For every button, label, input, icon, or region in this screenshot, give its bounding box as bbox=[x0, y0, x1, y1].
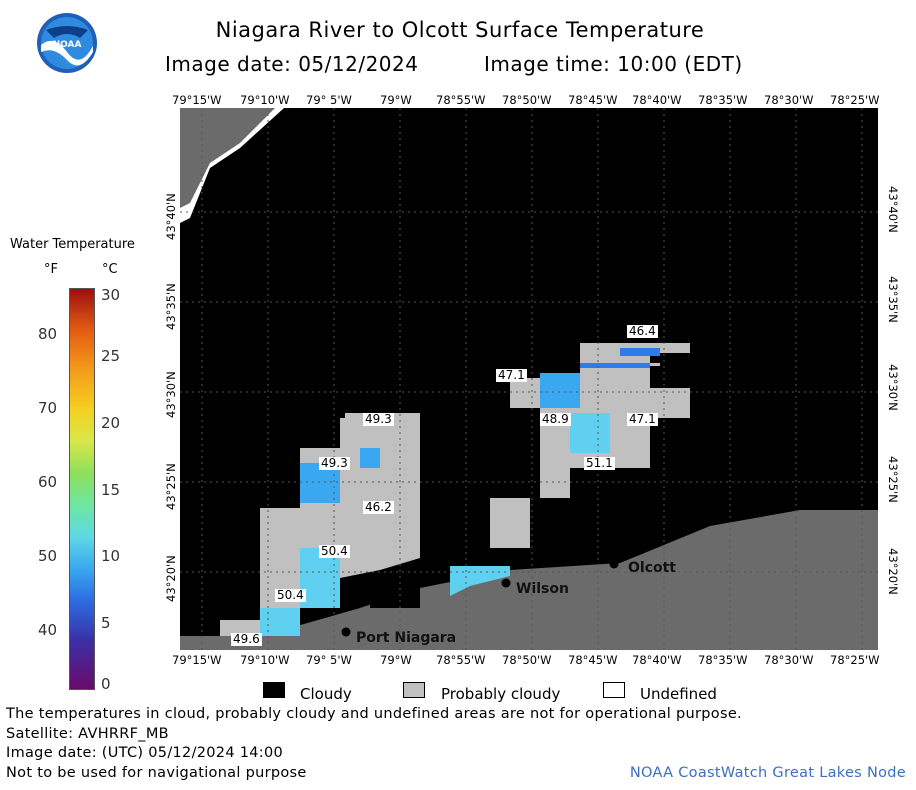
fahrenheit-tick: 50 bbox=[38, 547, 58, 565]
temperature-colorbar bbox=[69, 288, 95, 690]
lon-label-top: 78°25'W bbox=[830, 93, 880, 107]
fahrenheit-tick: 80 bbox=[38, 325, 58, 343]
lon-label-bottom: 78°45'W bbox=[568, 653, 618, 667]
probably-cloudy-label: Probably cloudy bbox=[441, 685, 561, 703]
lat-label-left: 43°25'N bbox=[164, 463, 178, 510]
temperature-label: 47.1 bbox=[627, 412, 658, 426]
lon-label-top: 78°40'W bbox=[632, 93, 682, 107]
lat-label-left: 43°30'N bbox=[164, 371, 178, 418]
probably-cloudy-swatch bbox=[403, 682, 425, 698]
temperature-label: 50.4 bbox=[319, 544, 350, 558]
lon-label-top: 79°W bbox=[380, 93, 412, 107]
temperature-label: 49.3 bbox=[319, 456, 350, 470]
lat-label-right: 43°35'N bbox=[886, 276, 900, 323]
temperature-label: 48.9 bbox=[540, 412, 571, 426]
utc-date: Image date: (UTC) 05/12/2024 14:00 bbox=[6, 745, 284, 761]
lat-label-right: 43°20'N bbox=[886, 548, 900, 595]
lat-label-right: 43°40'N bbox=[886, 186, 900, 233]
svg-text:NOAA: NOAA bbox=[53, 40, 82, 50]
celsius-tick: 20 bbox=[101, 414, 121, 432]
fahrenheit-tick: 70 bbox=[38, 399, 58, 417]
celsius-tick: 15 bbox=[101, 481, 121, 499]
celsius-tick: 25 bbox=[101, 347, 121, 365]
temperature-map bbox=[180, 108, 878, 650]
legend-title: Water Temperature bbox=[10, 237, 135, 252]
satellite-info: Satellite: AVHRRF_MB bbox=[6, 726, 169, 742]
place-olcott: Olcott bbox=[628, 560, 677, 576]
celsius-tick: 0 bbox=[101, 675, 111, 693]
image-date: Image date: 05/12/2024 bbox=[165, 52, 419, 76]
fahrenheit-tick: 40 bbox=[38, 621, 58, 639]
lon-label-bottom: 79°10'W bbox=[240, 653, 290, 667]
celsius-tick: 10 bbox=[101, 547, 121, 565]
lon-label-bottom: 78°30'W bbox=[764, 653, 814, 667]
credit-text: NOAA CoastWatch Great Lakes Node bbox=[629, 765, 906, 781]
lat-label-left: 43°20'N bbox=[164, 555, 178, 602]
lon-label-bottom: 78°25'W bbox=[830, 653, 880, 667]
celsius-tick: 5 bbox=[101, 614, 111, 632]
lon-label-top: 78°30'W bbox=[764, 93, 814, 107]
lat-label-left: 43°40'N bbox=[164, 193, 178, 240]
temperature-label: 47.1 bbox=[496, 368, 527, 382]
lon-label-top: 78°50'W bbox=[502, 93, 552, 107]
place-wilson: Wilson bbox=[516, 581, 569, 597]
cloudy-label: Cloudy bbox=[300, 685, 352, 703]
image-time: Image time: 10:00 (EDT) bbox=[484, 52, 743, 76]
lon-label-top: 78°35'W bbox=[698, 93, 748, 107]
lon-label-bottom: 78°55'W bbox=[436, 653, 486, 667]
lon-label-bottom: 78°40'W bbox=[632, 653, 682, 667]
lat-label-right: 43°30'N bbox=[886, 364, 900, 411]
lon-label-bottom: 78°50'W bbox=[502, 653, 552, 667]
temperature-label: 51.1 bbox=[584, 456, 615, 470]
noaa-logo: NOAA bbox=[36, 12, 98, 78]
lat-label-right: 43°25'N bbox=[886, 456, 900, 503]
lon-label-top: 78°55'W bbox=[436, 93, 486, 107]
lon-label-bottom: 78°35'W bbox=[698, 653, 748, 667]
navigation-warning: Not to be used for navigational purpose bbox=[6, 765, 307, 781]
temperature-label: 50.4 bbox=[275, 588, 306, 602]
fahrenheit-tick: 60 bbox=[38, 473, 58, 491]
temperature-label: 46.4 bbox=[627, 324, 658, 338]
celsius-tick: 30 bbox=[101, 286, 121, 304]
lon-label-top: 78°45'W bbox=[568, 93, 618, 107]
lon-label-top: 79°15'W bbox=[172, 93, 222, 107]
lat-label-left: 43°35'N bbox=[164, 283, 178, 330]
place-port-niagara: Port Niagara bbox=[356, 630, 457, 646]
undefined-label: Undefined bbox=[640, 685, 717, 703]
unit-fahrenheit: °F bbox=[44, 262, 58, 277]
undefined-swatch bbox=[603, 682, 625, 698]
lon-label-bottom: 79° 5'W bbox=[306, 653, 352, 667]
temperature-label: 49.3 bbox=[363, 412, 394, 426]
cloudy-swatch bbox=[263, 682, 285, 698]
unit-celsius: °C bbox=[102, 262, 118, 277]
temperature-label: 49.6 bbox=[231, 632, 262, 646]
operational-note: The temperatures in cloud, probably clou… bbox=[6, 706, 742, 722]
temperature-label: 46.2 bbox=[363, 500, 394, 514]
lon-label-bottom: 79°15'W bbox=[172, 653, 222, 667]
map-title: Niagara River to Olcott Surface Temperat… bbox=[215, 18, 705, 42]
lon-label-top: 79°10'W bbox=[240, 93, 290, 107]
lon-label-top: 79° 5'W bbox=[306, 93, 352, 107]
lon-label-bottom: 79°W bbox=[380, 653, 412, 667]
